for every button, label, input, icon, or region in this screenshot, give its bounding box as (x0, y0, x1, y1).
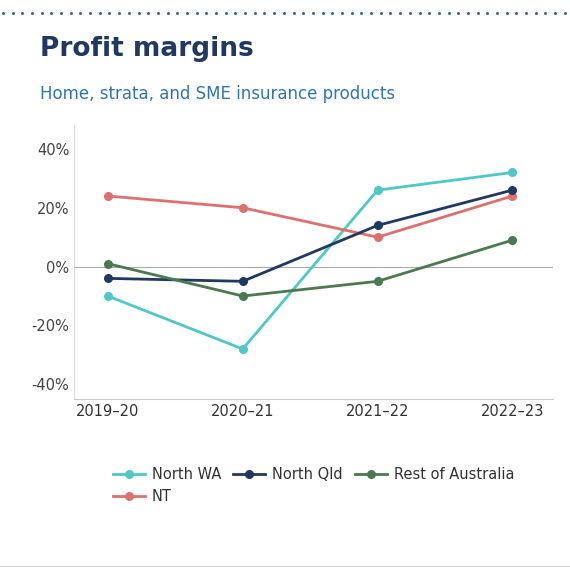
Text: Home, strata, and SME insurance products: Home, strata, and SME insurance products (40, 86, 395, 103)
Text: Profit margins: Profit margins (40, 36, 254, 62)
Legend: North WA, NT, North Qld, Rest of Australia: North WA, NT, North Qld, Rest of Austral… (107, 461, 520, 510)
